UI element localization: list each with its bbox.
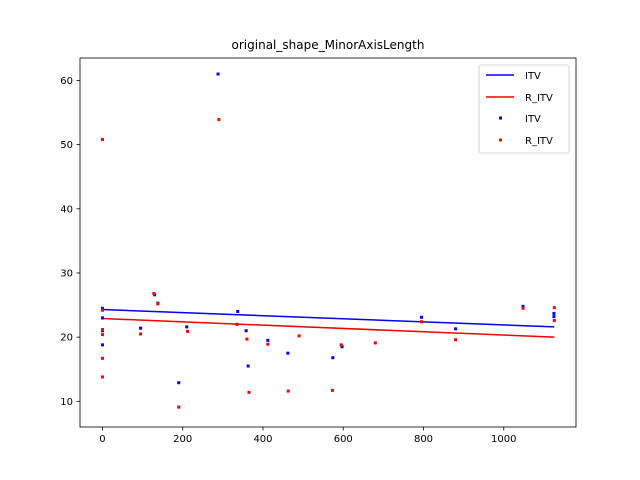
scatter-points (100, 72, 556, 409)
point-r-itv-23 (521, 306, 525, 310)
x-axis-ticks: 0 200 400 600 800 1000 (99, 427, 516, 445)
point-r-itv-21 (420, 320, 423, 324)
point-r-itv-0 (100, 138, 104, 141)
point-r-itv-4 (100, 356, 104, 360)
trend-line-itv (102, 308, 555, 328)
point-r-itv-17 (297, 334, 301, 338)
legend: ITV R_ITV ITV R_ITV (478, 64, 570, 154)
x-tick-label-0: 0 (99, 434, 105, 445)
y-axis-ticks: 10 20 30 40 50 60 (60, 76, 80, 408)
point-itv-10 (236, 309, 240, 313)
point-r-itv-6 (139, 332, 143, 336)
legend-ritv-marker-swatch (499, 138, 502, 142)
legend-ritv-line-label: R_ITV (525, 93, 553, 104)
point-r-itv-7 (152, 292, 156, 296)
legend-itv-marker-swatch (499, 116, 502, 120)
trend-line-r-itv (102, 317, 555, 338)
point-itv-13 (266, 338, 270, 342)
point-r-itv-2 (100, 327, 104, 331)
point-r-itv-14 (247, 390, 251, 394)
point-r-itv-18 (330, 388, 334, 392)
point-r-itv-19 (339, 343, 343, 347)
point-itv-17 (420, 315, 423, 319)
legend-box (478, 64, 570, 154)
point-itv-19 (521, 304, 525, 308)
point-r-itv-5 (100, 375, 104, 379)
point-itv-3 (100, 343, 104, 347)
point-r-itv-11 (217, 118, 221, 122)
point-r-itv-1 (100, 308, 104, 312)
point-itv-7 (177, 381, 181, 385)
y-tick-label-0: 10 (60, 397, 73, 408)
x-tick-label-3: 600 (334, 434, 353, 445)
point-r-itv-15 (266, 342, 270, 346)
point-itv-9 (216, 72, 220, 76)
y-tick-label-1: 20 (60, 333, 73, 344)
point-r-itv-24 (552, 306, 556, 310)
point-itv-12 (246, 364, 250, 368)
point-r-itv-13 (245, 337, 249, 341)
x-tick-label-5: 1000 (491, 434, 516, 445)
y-tick-label-5: 60 (60, 76, 73, 87)
point-r-itv-8 (156, 302, 160, 306)
x-tick-label-2: 400 (253, 434, 272, 445)
point-itv-20 (552, 311, 556, 315)
legend-itv-marker-label: ITV (525, 114, 541, 125)
point-itv-16 (340, 345, 344, 349)
point-r-itv-3 (100, 333, 104, 337)
point-itv-0 (100, 306, 104, 310)
point-r-itv-25 (552, 318, 556, 322)
legend-itv-line-label: ITV (525, 71, 541, 82)
point-itv-14 (286, 351, 290, 355)
x-tick-label-1: 200 (173, 434, 192, 445)
point-r-itv-22 (454, 338, 458, 342)
point-r-itv-9 (177, 405, 181, 409)
point-itv-21 (552, 315, 556, 319)
chart-title: original_shape_MinorAxisLength (232, 38, 425, 52)
legend-ritv-marker-label: R_ITV (525, 136, 553, 147)
y-tick-label-3: 40 (60, 204, 73, 215)
point-itv-1 (100, 316, 104, 320)
axes-frame (79, 57, 577, 428)
point-itv-11 (244, 329, 248, 333)
point-r-itv-12 (235, 322, 239, 326)
point-itv-15 (331, 356, 335, 360)
point-r-itv-20 (373, 341, 377, 345)
trend-lines (102, 308, 555, 338)
point-r-itv-16 (286, 389, 290, 393)
y-tick-label-4: 50 (60, 140, 73, 151)
point-r-itv-10 (186, 329, 190, 333)
point-itv-4 (139, 326, 143, 330)
x-tick-label-4: 800 (414, 434, 433, 445)
point-itv-8 (185, 325, 189, 329)
y-tick-label-2: 30 (60, 268, 73, 279)
point-itv-18 (454, 327, 458, 331)
